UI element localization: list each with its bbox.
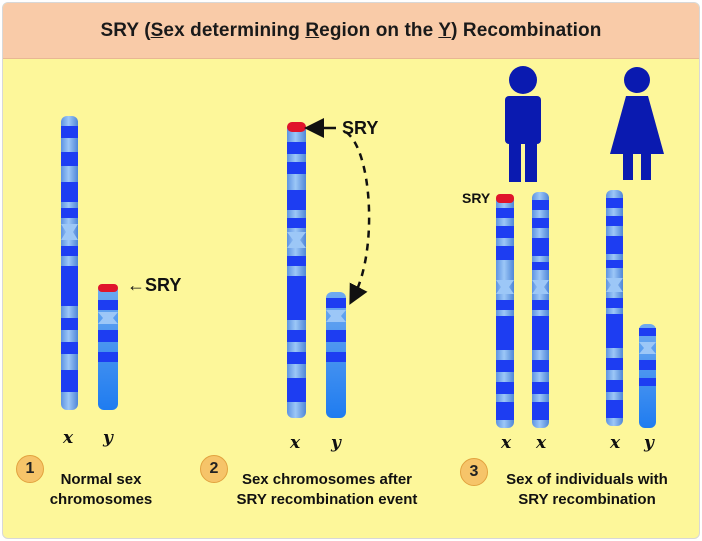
title-underlined-y: Y [438, 19, 452, 41]
step-1-caption: Normal sex chromosomes [46, 470, 156, 510]
label-x-panel3-c: x [610, 433, 621, 453]
page-title: SRY (Sex determining Region on the Y) Re… [101, 20, 602, 42]
caption-line: SRY recombination event [236, 491, 418, 508]
panel-1 [61, 116, 118, 410]
male-x-chromosome-with-sry [496, 194, 514, 428]
x-chromosome [61, 116, 78, 410]
title-underlined-s: S [150, 19, 164, 41]
y-chromosome-truncated [326, 292, 346, 418]
step-2-caption: Sex chromosomes after SRY recombination … [226, 470, 428, 510]
caption-line: Sex chromosomes after [241, 471, 413, 488]
panel-3 [496, 66, 664, 428]
caption-line: Sex of individuals with [506, 471, 668, 488]
female-y-chromosome-truncated [639, 324, 656, 428]
label-y-panel3: y [644, 433, 654, 453]
step-2-badge: 2 [200, 455, 228, 483]
label-x-panel1: x [63, 428, 74, 448]
step-3-caption: Sex of individuals with SRY recombinatio… [492, 470, 682, 510]
y-chromosome [98, 284, 118, 410]
title-underlined-r: R [305, 19, 320, 41]
title-bar: SRY (Sex determining Region on the Y) Re… [3, 3, 699, 59]
step-1-badge: 1 [16, 455, 44, 483]
caption-line: chromosomes [49, 491, 153, 508]
sry-label-panel2: SRY [342, 118, 379, 138]
caption-line: SRY recombination [518, 491, 656, 508]
caption-line: Normal sex [60, 471, 142, 488]
male-figure-icon [505, 66, 541, 182]
title-part: egion on the [319, 19, 439, 41]
x-chromosome-recombined [287, 122, 306, 418]
female-x-chromosome [606, 190, 623, 426]
label-y-panel2: y [331, 433, 341, 453]
recombination-arrow [345, 130, 371, 305]
female-figure-icon [610, 67, 664, 180]
title-part: SRY ( [100, 19, 151, 41]
label-y-panel1: y [103, 428, 113, 448]
title-part: ) Recombination [451, 19, 602, 41]
step-3-badge: 3 [460, 458, 488, 486]
label-x-panel2: x [290, 433, 301, 453]
male-x-chromosome [532, 192, 549, 428]
title-part: ex determining [163, 19, 306, 41]
label-x-panel3-b: x [536, 433, 547, 453]
sry-label-panel1: ←SRY [127, 275, 182, 295]
panel-2 [287, 118, 371, 418]
sry-label-panel3: SRY [462, 190, 491, 206]
label-x-panel3-a: x [501, 433, 512, 453]
